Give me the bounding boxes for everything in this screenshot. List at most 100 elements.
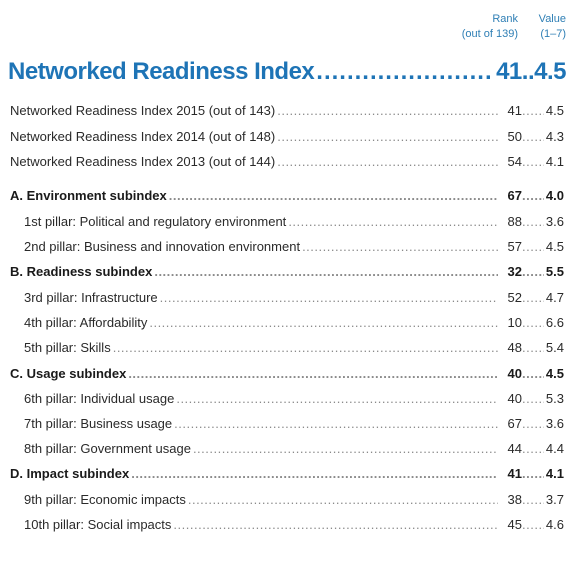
row-rank: 54 <box>507 154 522 169</box>
column-headers: Rank (out of 139) Value (1–7) <box>440 12 566 42</box>
dot-leader <box>173 517 498 532</box>
row-label: A. Environment subindex <box>10 188 167 203</box>
indicator-row: 2nd pillar: Business and innovation envi… <box>24 239 564 261</box>
subindex-row: D. Impact subindex 41 4.1 <box>10 466 564 488</box>
dot-separator <box>522 416 544 431</box>
row-rank: 52 <box>507 290 522 305</box>
dot-separator <box>522 103 544 118</box>
row-value: 4.4 <box>545 441 564 456</box>
indicator-row: Networked Readiness Index 2014 (out of 1… <box>10 129 564 151</box>
dot-leader <box>128 366 498 381</box>
dot-leader <box>316 58 494 86</box>
indicator-row: Networked Readiness Index 2015 (out of 1… <box>10 103 564 125</box>
dot-separator <box>522 340 544 355</box>
row-rank: 40 <box>507 391 522 406</box>
row-value: 4.7 <box>545 290 564 305</box>
row-rank: 88 <box>507 214 522 229</box>
dot-leader <box>302 239 498 254</box>
dot-separator <box>522 441 544 456</box>
row-label: Networked Readiness Index 2015 (out of 1… <box>10 103 276 118</box>
dot-separator <box>522 129 544 144</box>
row-value: 4.3 <box>545 129 564 144</box>
dot-leader <box>131 466 498 481</box>
row-label: B. Readiness subindex <box>10 264 153 279</box>
row-label: 6th pillar: Individual usage <box>24 391 175 406</box>
value-header-line1: Value <box>538 13 566 25</box>
dot-separator <box>522 366 544 381</box>
row-rank: 67 <box>507 188 522 203</box>
indicator-row: Networked Readiness Index 2013 (out of 1… <box>10 154 564 176</box>
row-value: 4.5 <box>545 239 564 254</box>
dot-separator <box>522 492 544 507</box>
row-label: 7th pillar: Business usage <box>24 416 173 431</box>
row-value: 5.3 <box>545 391 564 406</box>
indicator-row: 4th pillar: Affordability 10 6.6 <box>24 315 564 337</box>
row-rank: 40 <box>507 366 522 381</box>
dot-leader <box>149 315 498 330</box>
row-label: 5th pillar: Skills <box>24 340 111 355</box>
index-title: Networked Readiness Index <box>8 58 315 85</box>
dot-leader <box>288 214 498 229</box>
rank-column-header: Rank (out of 139) <box>440 12 518 42</box>
row-label: 2nd pillar: Business and innovation envi… <box>24 239 301 254</box>
dot-separator <box>522 290 544 305</box>
dot-leader <box>113 340 498 355</box>
row-rank: 44 <box>507 441 522 456</box>
dot-leader <box>277 154 498 169</box>
dot-leader <box>188 492 498 507</box>
dot-leader <box>154 264 498 279</box>
indicator-row: 8th pillar: Government usage 44 4.4 <box>24 441 564 463</box>
dot-separator <box>522 315 544 330</box>
row-value: 5.5 <box>545 264 564 279</box>
indicator-row: 9th pillar: Economic impacts 38 3.7 <box>24 492 564 514</box>
dot-leader <box>169 188 498 203</box>
row-label: 3rd pillar: Infrastructure <box>24 290 158 305</box>
rank-header-line2: (out of 139) <box>461 28 518 40</box>
row-rank: 50 <box>507 129 522 144</box>
row-value: 4.1 <box>545 466 564 481</box>
row-rank: 48 <box>507 340 522 355</box>
row-value: 5.4 <box>545 340 564 355</box>
row-value: 4.1 <box>545 154 564 169</box>
row-rank: 38 <box>507 492 522 507</box>
row-rank: 10 <box>507 315 522 330</box>
indicator-row: 1st pillar: Political and regulatory env… <box>24 214 564 236</box>
row-rank: 32 <box>507 264 522 279</box>
dot-separator <box>522 154 544 169</box>
dot-leader <box>277 103 498 118</box>
dot-leader <box>174 416 498 431</box>
subindex-row: B. Readiness subindex 32 5.5 <box>10 264 564 286</box>
row-value: 3.6 <box>545 214 564 229</box>
indicator-row: 7th pillar: Business usage 67 3.6 <box>24 416 564 438</box>
dot-separator <box>522 391 544 406</box>
row-value: 3.7 <box>545 492 564 507</box>
value-column-header: Value (1–7) <box>528 12 566 42</box>
rank-header-line1: Rank <box>492 13 518 25</box>
dot-separator <box>522 239 544 254</box>
row-rank: 57 <box>507 239 522 254</box>
dot-separator <box>522 188 544 203</box>
row-value: 3.6 <box>545 416 564 431</box>
row-label: C. Usage subindex <box>10 366 127 381</box>
dot-separator <box>522 517 544 532</box>
indicator-row: 3rd pillar: Infrastructure 52 4.7 <box>24 290 564 312</box>
row-label: Networked Readiness Index 2013 (out of 1… <box>10 154 276 169</box>
dot-separator <box>522 466 544 481</box>
row-rank: 45 <box>507 517 522 532</box>
row-rank: 41 <box>507 103 522 118</box>
row-label: D. Impact subindex <box>10 466 130 481</box>
dot-separator <box>522 264 544 279</box>
dot-leader <box>193 441 498 456</box>
row-label: 4th pillar: Affordability <box>24 315 148 330</box>
indicator-row: 10th pillar: Social impacts 45 4.6 <box>24 517 564 539</box>
subindex-row: C. Usage subindex 40 4.5 <box>10 366 564 388</box>
row-value: 4.5 <box>545 103 564 118</box>
row-rank: 41 <box>507 466 522 481</box>
row-value: 4.6 <box>545 517 564 532</box>
index-rank: 41 <box>496 58 522 85</box>
row-rank: 67 <box>507 416 522 431</box>
dot-separator <box>522 214 544 229</box>
dot-leader <box>277 129 498 144</box>
index-value: 4.5 <box>534 58 566 85</box>
